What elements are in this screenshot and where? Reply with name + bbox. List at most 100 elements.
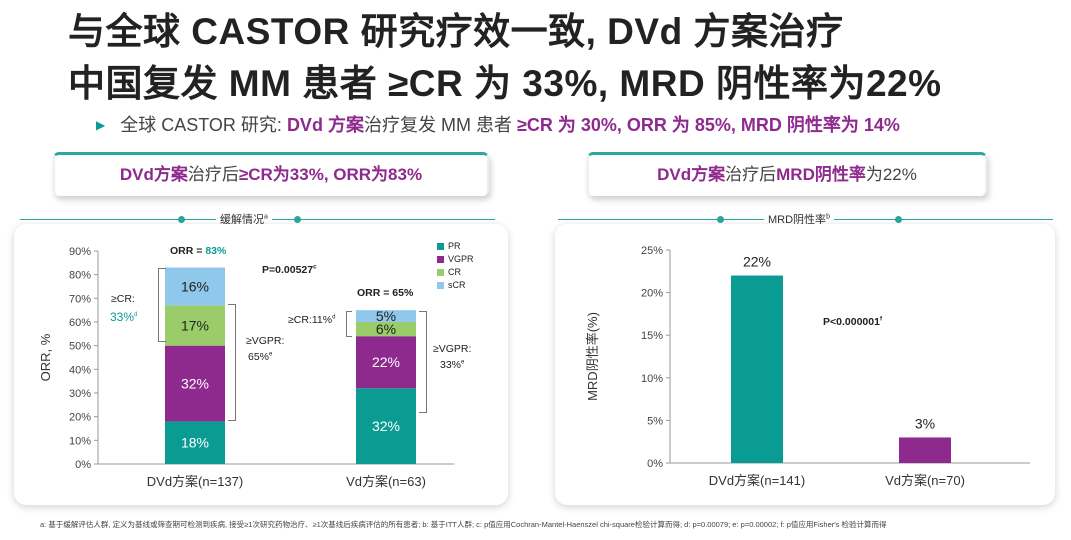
cr-dvd-label: ≥CR: xyxy=(111,293,135,305)
bar-segment-pr xyxy=(356,388,416,464)
legend-swatch xyxy=(437,282,444,290)
left-chart-panel xyxy=(14,224,508,505)
vgpr-vd-bracket xyxy=(419,311,427,413)
legend-item-vgpr: VGPR xyxy=(437,253,474,266)
right-banner-hl2: MRD阴性率 xyxy=(776,165,866,184)
bar-segment-label: 5% xyxy=(376,308,396,324)
legend-label: sCR xyxy=(448,280,466,290)
right-category-label: Vd方案(n=70) xyxy=(885,473,965,488)
p-value-left-text: P=0.00527 xyxy=(262,264,314,276)
vgpr-dvd-value-sup: e xyxy=(269,351,273,358)
orr-dvd-label: ORR = 83% xyxy=(170,245,226,257)
triangle-bullet-icon: ▶ xyxy=(96,118,106,132)
bullet-highlight-2: ≥CR 为 30%, ORR 为 85%, MRD 阴性率为 14% xyxy=(516,115,900,135)
right-category-label: DVd方案(n=141) xyxy=(709,473,805,488)
cr-dvd-value-sup: d xyxy=(134,312,138,318)
bar-segment-scr xyxy=(356,310,416,322)
bar-segment-label: 16% xyxy=(181,279,209,295)
bullet-prefix: 全球 CASTOR 研究: xyxy=(120,115,287,135)
legend-swatch xyxy=(437,256,444,264)
right-chart-title-sup: b xyxy=(826,213,830,221)
left-bars: 18% 32% 17% 16% DVd方案(n=137) 32% 22% 6%5% Vd方案(n… xyxy=(147,267,426,489)
vgpr-dvd-bracket xyxy=(228,304,236,421)
left-subtitle-dot-left xyxy=(178,216,185,223)
right-banner-mid: 治疗后 xyxy=(725,165,777,184)
vgpr-dvd-label: ≥VGPR: xyxy=(246,335,285,347)
cr-vd-label: ≥CR:11%d xyxy=(288,314,335,326)
left-banner-hl1: DVd方案 xyxy=(119,165,188,184)
cr-dvd-value-text: 33% xyxy=(110,310,135,324)
response-chart: 0% 10% 20% 30% 40% 50% 60% 70% 80% 90% ORR, % 18% 3… xyxy=(38,246,454,489)
vgpr-vd-label: ≥VGPR: xyxy=(433,343,472,355)
left-y-tick-label: 90% xyxy=(69,246,91,258)
mrd-bar-value-label: 22% xyxy=(743,254,771,270)
left-y-tick-label: 20% xyxy=(69,412,91,424)
left-category-label: Vd方案(n=63) xyxy=(346,474,426,489)
bar-segment-label: 32% xyxy=(181,376,209,392)
mrd-chart: 0% 5% 10% 15% 20% 25% MRD阴性率(%) 22% DVd方案(n=141… xyxy=(585,245,1030,488)
right-subtitle-dot-left xyxy=(717,216,724,223)
legend-item-cr: CR xyxy=(437,266,474,279)
mrd-bar-value-label: 3% xyxy=(915,415,935,431)
right-y-axis: 0% 5% 10% 15% 20% 25% MRD阴性率(%) xyxy=(585,245,1030,470)
bar-segment-vgpr xyxy=(356,336,416,389)
right-chart-title-text: MRD阴性率 xyxy=(768,214,827,226)
bar-segment-label: 32% xyxy=(372,418,400,434)
left-banner: DVd方案治疗后≥CR为33%, ORR为83% xyxy=(53,152,489,196)
right-y-axis-label: MRD阴性率(%) xyxy=(585,312,600,401)
bar-segment-label: 18% xyxy=(181,435,209,451)
left-y-tick-label: 70% xyxy=(69,293,91,305)
left-y-tick-label: 0% xyxy=(75,459,91,471)
left-banner-hl2: ≥CR为33%, ORR为83% xyxy=(238,165,423,184)
p-value-right-sup: f xyxy=(879,316,882,323)
right-banner: DVd方案治疗后MRD阴性率为22% xyxy=(587,152,987,196)
left-y-tick-label: 30% xyxy=(69,388,91,400)
p-value-left-sup: c xyxy=(313,264,317,271)
right-banner-hl1: DVd方案 xyxy=(657,165,726,184)
legend-label: VGPR xyxy=(448,254,474,264)
summary-bullet: ▶ 全球 CASTOR 研究: DVd 方案治疗复发 MM 患者 ≥CR 为 3… xyxy=(96,111,900,137)
left-y-tick-label: 60% xyxy=(69,317,91,329)
cr-vd-bracket xyxy=(346,311,352,337)
bar-segment-label: 17% xyxy=(181,318,209,334)
bar-segment-vgpr xyxy=(165,345,225,422)
p-value-right-text: P<0.000001 xyxy=(823,316,880,328)
bullet-highlight-1: DVd 方案 xyxy=(286,115,364,135)
bar-segment-label: 22% xyxy=(372,354,400,370)
left-banner-mid: 治疗后 xyxy=(187,165,239,184)
bar-segment-cr xyxy=(356,322,416,337)
left-y-tick-label: 80% xyxy=(69,270,91,282)
legend: PR VGPR CR sCR xyxy=(437,240,474,292)
legend-item-pr: PR xyxy=(437,240,474,253)
right-y-tick-label: 15% xyxy=(641,330,663,342)
page-title: 与全球 CASTOR 研究疗效一致, DVd 方案治疗 中国复发 MM 患者 ≥… xyxy=(68,6,942,110)
orr-dvd-value: 83% xyxy=(205,245,227,257)
right-chart-title: MRD阴性率b xyxy=(764,211,834,227)
right-y-tick-label: 0% xyxy=(647,458,663,470)
title-line-2: 中国复发 MM 患者 ≥CR 为 33%, MRD 阴性率为22% xyxy=(68,63,942,104)
left-y-tick-label: 40% xyxy=(69,364,91,376)
right-chart-panel xyxy=(555,224,1055,505)
left-category-label: DVd方案(n=137) xyxy=(147,474,243,489)
cr-vd-text: ≥CR:11% xyxy=(288,314,333,326)
bar-segment-pr xyxy=(165,421,225,464)
vgpr-dvd-value-text: 65% xyxy=(248,351,270,363)
title-line-1: 与全球 CASTOR 研究疗效一致, DVd 方案治疗 xyxy=(68,11,844,52)
p-value-left: P=0.00527c xyxy=(262,264,316,276)
left-chart-title-text: 缓解情况 xyxy=(220,214,264,226)
vgpr-dvd-value: 65%e xyxy=(248,351,272,363)
right-y-tick-label: 10% xyxy=(641,373,663,385)
bar-segment-label: 6% xyxy=(376,321,396,337)
left-chart-title: 缓解情况a xyxy=(216,211,272,227)
left-y-axis: 0% 10% 20% 30% 40% 50% 60% 70% 80% 90% ORR, % xyxy=(38,246,454,471)
left-subtitle-dot-right xyxy=(294,216,301,223)
vgpr-vd-value-sup: e xyxy=(461,359,465,366)
legend-item-scr: sCR xyxy=(437,279,474,292)
right-y-tick-label: 25% xyxy=(641,245,663,257)
right-banner-tail: 为22% xyxy=(865,165,917,184)
legend-swatch xyxy=(437,269,444,277)
cr-dvd-bracket xyxy=(158,268,166,342)
bar-segment-scr xyxy=(165,267,225,306)
bullet-mid: 治疗复发 MM 患者 xyxy=(363,115,517,135)
legend-swatch xyxy=(437,243,444,251)
